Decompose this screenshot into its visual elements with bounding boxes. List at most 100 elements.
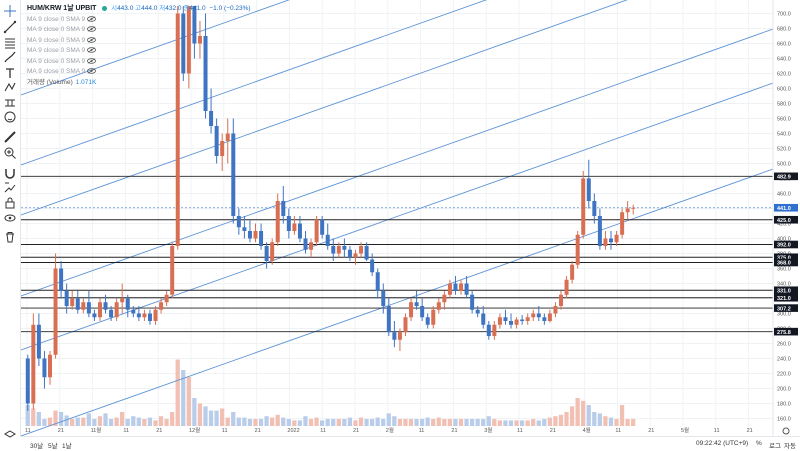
percent-toggle[interactable]: % bbox=[756, 440, 762, 447]
candle-body[interactable] bbox=[264, 246, 269, 261]
candle-body[interactable] bbox=[247, 231, 252, 239]
candle-body[interactable] bbox=[125, 298, 130, 310]
candle-body[interactable] bbox=[297, 223, 302, 239]
channel-line[interactable] bbox=[21, 168, 774, 436]
price-chart[interactable]: 160.0180.0200.0220.0240.0260.0280.0300.0… bbox=[21, 0, 800, 436]
candle-body[interactable] bbox=[509, 321, 514, 325]
candle-body[interactable] bbox=[53, 268, 58, 355]
candle-body[interactable] bbox=[186, 6, 191, 74]
candle-body[interactable] bbox=[436, 302, 441, 310]
candle-body[interactable] bbox=[75, 298, 80, 310]
candle-body[interactable] bbox=[86, 302, 91, 314]
candle-body[interactable] bbox=[470, 294, 475, 310]
layers-icon[interactable] bbox=[3, 428, 17, 442]
candle-body[interactable] bbox=[631, 207, 636, 209]
candle-body[interactable] bbox=[364, 246, 369, 260]
candle-body[interactable] bbox=[331, 246, 336, 254]
visibility-icon[interactable] bbox=[87, 58, 97, 64]
candle-body[interactable] bbox=[31, 324, 36, 404]
candle-body[interactable] bbox=[320, 219, 325, 235]
candle-body[interactable] bbox=[131, 309, 136, 314]
candle-body[interactable] bbox=[120, 298, 125, 303]
candle-body[interactable] bbox=[225, 133, 230, 142]
candle-body[interactable] bbox=[181, 13, 186, 74]
range-1d-button[interactable]: 1날 bbox=[62, 443, 72, 450]
candle-body[interactable] bbox=[403, 317, 408, 333]
lock-draw-icon[interactable] bbox=[3, 180, 17, 194]
candle-body[interactable] bbox=[570, 264, 575, 280]
indicator-legend-row[interactable]: MA 9 close 0 SMA 9 bbox=[27, 25, 251, 36]
candle-body[interactable] bbox=[597, 216, 602, 246]
candle-body[interactable] bbox=[197, 36, 202, 44]
zoom-in-icon[interactable] bbox=[3, 146, 17, 160]
candle-body[interactable] bbox=[559, 294, 564, 306]
candle-body[interactable] bbox=[497, 317, 502, 325]
candle-body[interactable] bbox=[70, 298, 75, 307]
candle-body[interactable] bbox=[259, 231, 264, 246]
candle-body[interactable] bbox=[92, 313, 97, 318]
candle-body[interactable] bbox=[442, 294, 447, 303]
candle-body[interactable] bbox=[464, 283, 469, 295]
candle-body[interactable] bbox=[425, 317, 430, 325]
brush-icon[interactable] bbox=[3, 50, 17, 64]
candle-body[interactable] bbox=[392, 332, 397, 340]
ruler-icon[interactable] bbox=[3, 130, 17, 144]
candle-body[interactable] bbox=[381, 291, 386, 306]
visibility-icon[interactable] bbox=[87, 37, 97, 43]
indicator-legend-row[interactable]: MA 9 close 0 SMA 9 bbox=[27, 67, 251, 78]
channel-line[interactable] bbox=[21, 0, 773, 96]
candle-body[interactable] bbox=[209, 111, 214, 126]
candle-body[interactable] bbox=[275, 201, 280, 243]
candle-body[interactable] bbox=[409, 302, 414, 318]
candle-body[interactable] bbox=[25, 358, 30, 404]
candle-body[interactable] bbox=[153, 309, 158, 321]
candle-body[interactable] bbox=[353, 253, 358, 258]
candle-body[interactable] bbox=[175, 13, 180, 247]
candle-body[interactable] bbox=[292, 223, 297, 232]
candle-body[interactable] bbox=[114, 302, 119, 318]
candle-body[interactable] bbox=[375, 272, 380, 291]
emoji-icon[interactable] bbox=[3, 110, 17, 124]
candle-body[interactable] bbox=[97, 302, 102, 318]
trendline-icon[interactable] bbox=[3, 20, 17, 34]
candle-body[interactable] bbox=[170, 246, 175, 295]
candle-body[interactable] bbox=[286, 216, 291, 231]
candle-body[interactable] bbox=[431, 309, 436, 325]
candle-body[interactable] bbox=[253, 231, 258, 239]
candle-body[interactable] bbox=[103, 302, 108, 310]
auto-toggle[interactable]: 자동 bbox=[784, 443, 796, 450]
candle-body[interactable] bbox=[586, 178, 591, 202]
candle-body[interactable] bbox=[325, 234, 330, 246]
candle-body[interactable] bbox=[342, 246, 347, 250]
candle-body[interactable] bbox=[514, 319, 519, 325]
candle-body[interactable] bbox=[64, 291, 69, 306]
lock-icon[interactable] bbox=[3, 196, 17, 210]
candle-body[interactable] bbox=[214, 126, 219, 156]
candle-body[interactable] bbox=[36, 324, 41, 359]
candle-body[interactable] bbox=[159, 302, 164, 310]
channel-line[interactable] bbox=[21, 0, 773, 216]
candle-body[interactable] bbox=[242, 227, 247, 231]
candle-body[interactable] bbox=[314, 219, 319, 243]
channel-line[interactable] bbox=[21, 82, 774, 351]
candle-body[interactable] bbox=[553, 306, 558, 314]
log-toggle[interactable]: 로그 bbox=[769, 443, 781, 450]
candle-body[interactable] bbox=[531, 313, 536, 318]
candle-body[interactable] bbox=[581, 178, 586, 235]
range-30d-button[interactable]: 30날 bbox=[30, 443, 44, 450]
visibility-icon[interactable] bbox=[87, 47, 97, 54]
indicator-legend-row[interactable]: MA 9 close 0 SMA 9 bbox=[27, 57, 251, 68]
candle-body[interactable] bbox=[620, 212, 625, 235]
candle-body[interactable] bbox=[109, 309, 114, 318]
candle-body[interactable] bbox=[564, 279, 569, 295]
candle-body[interactable] bbox=[525, 317, 530, 321]
candle-body[interactable] bbox=[81, 302, 86, 310]
interval-label[interactable]: 1날 bbox=[63, 5, 74, 12]
candle-body[interactable] bbox=[420, 306, 425, 318]
measure-icon[interactable] bbox=[3, 96, 17, 110]
visibility-icon[interactable] bbox=[87, 26, 97, 33]
visibility-icon[interactable] bbox=[87, 68, 97, 75]
candle-body[interactable] bbox=[592, 201, 597, 216]
candle-body[interactable] bbox=[147, 313, 152, 322]
text-icon[interactable] bbox=[3, 66, 17, 80]
